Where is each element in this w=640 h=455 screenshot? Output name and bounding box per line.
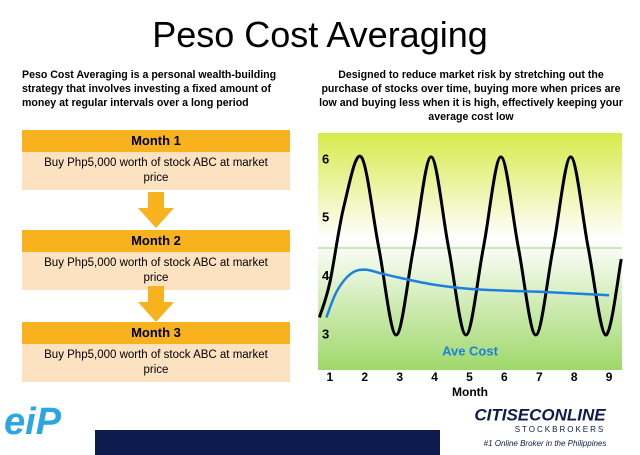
x-tick-label: 5 <box>466 370 473 384</box>
step-heading: Month 2 <box>22 230 290 252</box>
brand-bg <box>440 404 640 455</box>
x-tick-label: 8 <box>571 370 578 384</box>
tagline: #1 Online Broker in the Philippines <box>484 439 607 448</box>
x-tick-label: 3 <box>396 370 403 384</box>
logo-bg <box>0 398 95 455</box>
y-tick-label: 3 <box>322 326 329 341</box>
footer-logos: eiP CITISECONLINE STOCKBROKERS #1 Online… <box>0 398 640 455</box>
step-text: Buy Php5,000 worth of stock ABC at marke… <box>44 157 268 184</box>
arrow <box>138 286 174 322</box>
step-box: Buy Php5,000 worth of stock ABC at marke… <box>22 152 290 190</box>
series-line <box>325 268 610 318</box>
x-axis-label: Month <box>452 385 488 399</box>
step-box: Buy Php5,000 worth of stock ABC at marke… <box>22 344 290 382</box>
x-tick-label: 9 <box>606 370 613 384</box>
x-tick-label: 7 <box>536 370 543 384</box>
step-text: Buy Php5,000 worth of stock ABC at marke… <box>44 349 268 376</box>
y-tick-label: 5 <box>322 210 329 225</box>
step-text: Buy Php5,000 worth of stock ABC at marke… <box>44 257 268 284</box>
x-tick-label: 1 <box>327 370 334 384</box>
chart: Month 3 4 5 6 1 2 3 4 5 6 7 8 9 Ave Cost <box>317 133 623 399</box>
x-tick-label: 4 <box>431 370 438 384</box>
series-label: Ave Cost <box>442 343 499 358</box>
left-intro: Peso Cost Averaging is a personal wealth… <box>22 69 277 109</box>
title: Peso Cost Averaging <box>152 14 488 55</box>
arrow <box>138 192 174 228</box>
series-line <box>317 154 623 337</box>
brand-sub: STOCKBROKERS <box>515 425 606 434</box>
x-tick-label: 2 <box>361 370 368 384</box>
step-heading: Month 1 <box>22 130 290 152</box>
brand: CITISECONLINE <box>474 405 606 424</box>
y-tick-label: 4 <box>322 268 330 283</box>
step-box: Buy Php5,000 worth of stock ABC at marke… <box>22 252 290 290</box>
y-tick-label: 6 <box>322 151 329 166</box>
left-logo: eiP <box>4 401 62 443</box>
step-heading: Month 3 <box>22 322 290 344</box>
x-tick-label: 6 <box>501 370 508 384</box>
right-intro: Designed to reduce market risk by stretc… <box>319 69 623 123</box>
